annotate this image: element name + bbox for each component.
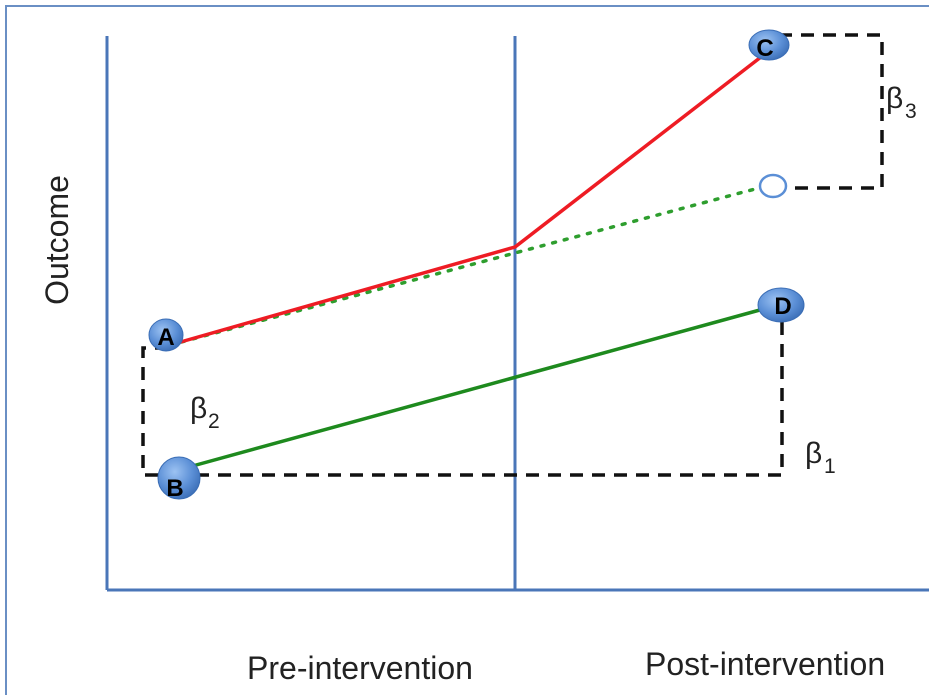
svg-text:2: 2 (208, 410, 220, 433)
point-b-label: B (166, 475, 183, 502)
svg-text:β: β (886, 82, 903, 115)
point-a-label: A (157, 324, 174, 351)
beta2-label: β 2 (190, 392, 220, 433)
point-c-label: C (756, 35, 773, 62)
beta1-label: β 1 (805, 437, 836, 478)
point-b: B (157, 456, 201, 502)
beta1-bracket (170, 322, 784, 477)
beta3-label: β 3 (886, 82, 917, 123)
svg-text:3: 3 (905, 100, 917, 123)
svg-text:β: β (190, 392, 207, 425)
point-a: A (148, 318, 184, 352)
beta2-bracket (141, 346, 170, 477)
svg-text:β: β (805, 437, 822, 470)
counterfactual-trend-line (168, 183, 772, 347)
x-label-post: Post-intervention (645, 646, 885, 682)
counterfactual-point (758, 173, 788, 199)
point-c: C (748, 29, 790, 62)
beta3-bracket (779, 33, 884, 190)
x-label-pre: Pre-intervention (247, 650, 473, 686)
treatment-trend-line (169, 48, 772, 347)
point-d-label: D (774, 293, 791, 320)
point-d: D (757, 287, 805, 323)
figure-frame (5, 5, 929, 700)
y-axis-label: Outcome (39, 175, 75, 305)
control-trend-line (177, 303, 779, 472)
svg-text:1: 1 (824, 455, 836, 478)
